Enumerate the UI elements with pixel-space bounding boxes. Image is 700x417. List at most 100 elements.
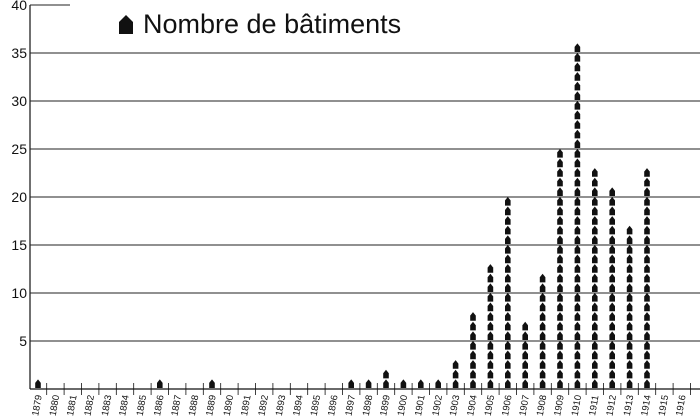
x-tick-label: 1903 xyxy=(448,394,463,417)
house-mark xyxy=(557,187,563,196)
y-tick-label: 20 xyxy=(11,189,27,205)
house-mark xyxy=(505,206,511,216)
house-mark xyxy=(557,206,563,216)
house-mark xyxy=(505,312,511,321)
x-tick-label: 1901 xyxy=(413,394,428,417)
house-mark xyxy=(644,379,650,388)
house-mark xyxy=(592,254,598,264)
x-tick-label: 1882 xyxy=(82,394,97,417)
house-mark xyxy=(644,283,650,292)
house-mark xyxy=(609,273,615,283)
house-mark xyxy=(574,340,581,350)
house-mark xyxy=(35,379,41,388)
x-tick-label: 1899 xyxy=(378,394,393,417)
house-mark xyxy=(487,350,494,360)
house-mark xyxy=(557,312,563,321)
x-tick-label: 1909 xyxy=(552,394,567,417)
y-tick-label: 35 xyxy=(11,45,27,61)
house-mark xyxy=(557,254,563,264)
house-mark xyxy=(574,264,581,273)
house-mark xyxy=(574,168,581,177)
house-mark xyxy=(557,235,563,244)
grid-lines xyxy=(29,4,700,395)
x-tick-label: 1881 xyxy=(65,394,80,417)
bar xyxy=(539,273,546,388)
bar xyxy=(383,369,389,388)
house-mark xyxy=(470,379,476,388)
house-mark xyxy=(522,340,528,350)
house-mark xyxy=(522,331,528,340)
house-mark xyxy=(592,244,598,254)
house-mark xyxy=(609,283,615,292)
house-mark xyxy=(626,225,633,235)
house-mark xyxy=(557,379,563,388)
house-mark xyxy=(539,312,546,321)
house-mark xyxy=(626,283,633,292)
house-mark xyxy=(365,379,372,388)
house-mark xyxy=(592,273,598,283)
house-mark xyxy=(574,216,581,225)
x-tick-label: 1883 xyxy=(100,394,115,417)
house-mark xyxy=(557,350,563,360)
x-tick-label: 1890 xyxy=(222,394,237,417)
x-tick-label: 1906 xyxy=(500,394,515,417)
house-mark xyxy=(557,264,563,273)
house-mark xyxy=(505,340,511,350)
x-tick-label: 1887 xyxy=(169,394,184,417)
house-mark xyxy=(592,292,598,302)
bar xyxy=(522,321,528,388)
house-mark xyxy=(592,369,598,379)
house-mark xyxy=(609,321,615,331)
house-mark xyxy=(574,187,581,196)
bar xyxy=(452,360,459,388)
house-mark xyxy=(592,350,598,360)
house-mark xyxy=(574,158,581,168)
house-mark xyxy=(592,264,598,273)
house-mark xyxy=(626,254,633,264)
house-mark xyxy=(505,379,511,388)
house-mark xyxy=(487,264,494,273)
house-mark xyxy=(470,340,476,350)
house-mark xyxy=(574,100,581,110)
house-mark xyxy=(592,216,598,225)
house-mark xyxy=(487,379,494,388)
bar xyxy=(505,196,511,388)
bar xyxy=(626,225,633,388)
house-mark xyxy=(574,292,581,302)
house-mark xyxy=(539,340,546,350)
house-mark xyxy=(592,312,598,321)
house-mark xyxy=(418,379,424,388)
house-mark xyxy=(557,331,563,340)
house-mark xyxy=(452,369,459,379)
house-mark xyxy=(644,216,650,225)
house-mark xyxy=(574,129,581,139)
house-icon xyxy=(119,15,133,34)
house-mark xyxy=(574,302,581,312)
house-mark xyxy=(539,273,546,283)
house-mark xyxy=(609,216,615,225)
bar xyxy=(592,168,598,388)
house-mark xyxy=(626,331,633,340)
bar xyxy=(644,168,650,388)
house-mark xyxy=(487,360,494,369)
house-mark xyxy=(574,273,581,283)
house-mark xyxy=(609,369,615,379)
house-mark xyxy=(626,369,633,379)
house-mark xyxy=(592,331,598,340)
house-mark xyxy=(626,350,633,360)
x-tick-label: 1900 xyxy=(396,394,411,417)
bar xyxy=(157,379,163,388)
x-tick-labels: 1879 1880 1881 1882 1883 1884 1885 1886 1887 1888… xyxy=(30,394,688,417)
house-mark xyxy=(505,292,511,302)
house-mark xyxy=(626,264,633,273)
house-mark xyxy=(592,225,598,235)
bar xyxy=(557,148,563,388)
house-mark xyxy=(644,312,650,321)
house-mark xyxy=(470,312,476,321)
house-mark xyxy=(592,206,598,216)
legend-label: Nombre de bâtiments xyxy=(143,9,401,39)
house-mark xyxy=(609,312,615,321)
house-mark xyxy=(609,187,615,196)
house-mark xyxy=(609,206,615,216)
house-mark xyxy=(609,254,615,264)
